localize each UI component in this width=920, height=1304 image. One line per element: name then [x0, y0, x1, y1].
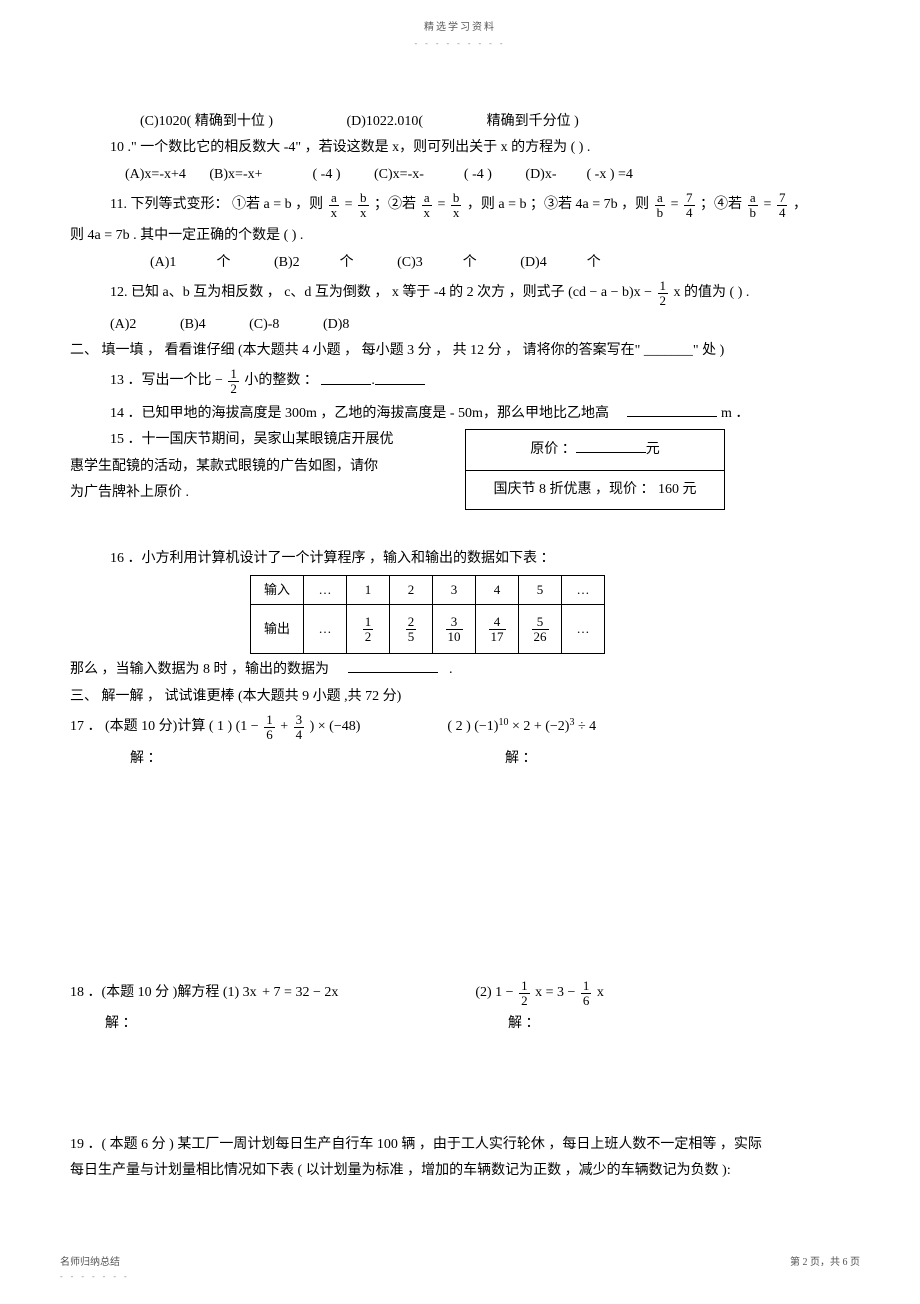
table-cell: … [562, 605, 605, 654]
q15-line3: 为广告牌补上原价 . [70, 482, 850, 504]
table-cell: 310 [433, 605, 476, 654]
table-cell: 2 [390, 575, 433, 605]
footer: 名师归纳总结 第 2 页，共 6 页 - - - - - - - [60, 1255, 860, 1284]
q19-line2: 每日生产量与计划量相比情况如下表 ( 以计划量为标准 ，增加的车辆数记为正数 ，… [70, 1160, 850, 1182]
io-table: 输入…12345…输出…1225310417526… [250, 575, 605, 655]
q-prev-cd: (C)1020( 精确到十位 ) (D)1022.010( 精确到千分位 ) [70, 111, 850, 133]
q16-line2: 那么 ，当输入数据为 8 时 ，输出的数据为 . [70, 658, 850, 681]
q11-line2: 则 4a = 7b . 其中一定正确的个数是 ( ) . [70, 225, 850, 247]
table-cell: … [304, 605, 347, 654]
q10-options: (A)x=-x+4 (B)x=-x+( -4 ) (C)x=-x-( -4 ) … [70, 164, 850, 186]
table-cell: 5 [519, 575, 562, 605]
q12: 12. 已知 a、b 互为相反数 ， c、d 互为倒数 ， x 等于 -4 的 … [70, 278, 850, 309]
table-cell: 417 [476, 605, 519, 654]
header-title: 精选学习资料 [60, 20, 860, 36]
q16-pre: 16 ．小方利用计算机设计了一个计算程序 ，输入和输出的数据如下表 ： [70, 548, 850, 570]
section-3-title: 三、 解一解 ， 试试谁更棒 (本大题共 9 小题 ,共 72 分) [70, 686, 850, 708]
q11-options: (A)1个 (B)2个 (C)3个 (D)4个 [70, 252, 850, 274]
q13: 13 ．写出一个比 − 12 小的整数 ： . [70, 366, 850, 397]
q15-line1: 15 ．十一国庆节期间，吴家山某眼镜店开展优 [70, 429, 850, 451]
ad-box: 原价 ：元 国庆节 8 折优惠 ，现价 ： 160 元 [465, 429, 725, 510]
q18-solutions: 解 ： 解 ： [70, 1013, 850, 1035]
footer-right: 第 2 页，共 6 页 [790, 1255, 860, 1271]
table-cell: 526 [519, 605, 562, 654]
ad-bottom-row: 国庆节 8 折优惠 ，现价 ： 160 元 [466, 471, 724, 509]
table-cell: 输入 [251, 575, 304, 605]
q11: 11. 下列等式变形： ①若 a = b ，则 ax = bx ；②若 ax =… [70, 190, 850, 221]
q10: 10 ." 一个数比它的相反数大 -4" ，若设这数是 x，则可列出关于 x 的… [70, 137, 850, 159]
table-cell: 25 [390, 605, 433, 654]
q14: 14 ．已知甲地的海拔高度是 300m ，乙地的海拔高度是 - 50m，那么甲地… [70, 402, 850, 425]
table-cell: 12 [347, 605, 390, 654]
q17-solutions: 解 ： 解 ： [70, 748, 850, 770]
q17: 17 ． (本题 10 分)计算 ( 1 ) (1 − 16 + 34 ) × … [70, 712, 850, 743]
table-cell: 3 [433, 575, 476, 605]
footer-left: 名师归纳总结 [60, 1255, 120, 1271]
table-cell: 4 [476, 575, 519, 605]
table-cell: … [562, 575, 605, 605]
q12-options: (A)2 (B)4 (C)-8 (D)8 [70, 314, 850, 336]
table-cell: 1 [347, 575, 390, 605]
section-2-title: 二、 填一填 ， 看看谁仔细 (本大题共 4 小题 ， 每小题 3 分 ， 共 … [70, 340, 850, 362]
q18: 18 ．(本题 10 分 )解方程 (1) 3x + 7 = 32 − 2x (… [70, 978, 850, 1009]
table-cell: 输出 [251, 605, 304, 654]
q15-line2: 惠学生配镜的活动，某款式眼镜的广告如图，请你 [70, 456, 850, 478]
table-cell: … [304, 575, 347, 605]
q19-line1: 19 ．( 本题 6 分 ) 某工厂一周计划每日生产自行车 100 辆 ，由于工… [70, 1134, 850, 1156]
header-dots: - - - - - - - - - [60, 38, 860, 51]
ad-top-row: 原价 ：元 [466, 430, 724, 470]
footer-dots: - - - - - - - [60, 1271, 860, 1284]
